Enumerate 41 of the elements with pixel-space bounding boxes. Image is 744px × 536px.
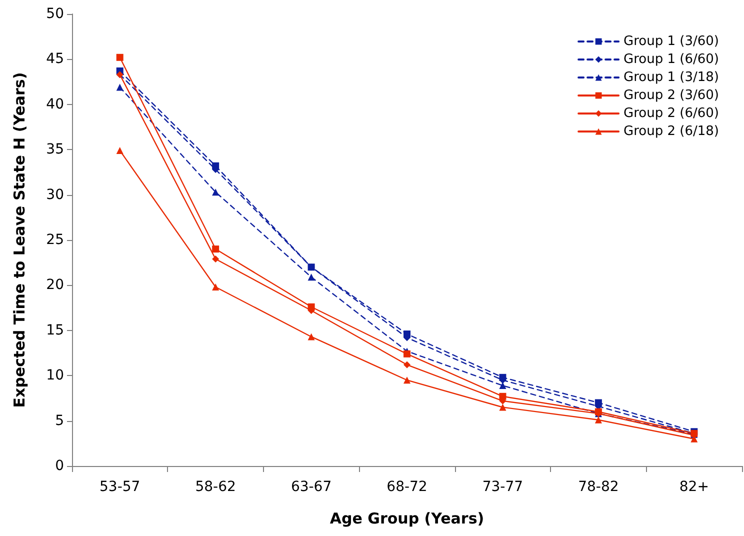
point (212, 246, 220, 253)
point (116, 54, 124, 61)
point (116, 84, 124, 91)
point (212, 284, 220, 291)
y-axis-title: Expected Time to Leave State H (Years) (10, 72, 28, 408)
y-tick-label: 45 (46, 51, 64, 68)
point (116, 147, 124, 154)
point (594, 416, 602, 424)
legend-label: Group 2 (6/60) (624, 106, 720, 121)
y-tick-label: 40 (46, 96, 64, 112)
y-tick-label: 0 (55, 458, 64, 474)
y-tick-label: 25 (46, 232, 64, 248)
legend-label: Group 1 (6/60) (624, 52, 720, 67)
y-tick-label: 30 (46, 186, 64, 203)
x-tick-label: 78-82 (578, 479, 619, 495)
point (404, 350, 410, 358)
legend-label: Group 2 (6/18) (624, 124, 720, 139)
x-tick-label: 73-77 (482, 479, 524, 495)
y-tick-label: 15 (46, 322, 64, 338)
x-axis-title: Age Group (Years) (330, 510, 484, 528)
legend-label: Group 2 (3/60) (624, 88, 720, 103)
legend-label: Group 1 (3/60) (624, 34, 720, 49)
y-tick-label: 35 (46, 142, 64, 158)
point (499, 382, 506, 390)
x-tick-label: 68-72 (386, 479, 428, 495)
point (212, 188, 220, 196)
point (404, 376, 410, 384)
y-tick-label: 5 (55, 412, 64, 429)
y-tick-label: 50 (46, 6, 64, 22)
point (499, 404, 506, 411)
legend-label: Group 1 (3/18) (624, 70, 720, 85)
x-tick-label: 82+ (679, 479, 709, 495)
y-tick-label: 10 (46, 368, 64, 384)
x-tick-label: 58-62 (195, 479, 236, 495)
point (212, 255, 220, 262)
point (308, 274, 315, 281)
point (404, 361, 410, 368)
point (308, 333, 315, 340)
x-tick-label: 53-57 (100, 479, 140, 495)
y-tick-label: 20 (46, 277, 64, 294)
x-tick-label: 63-67 (290, 479, 332, 495)
